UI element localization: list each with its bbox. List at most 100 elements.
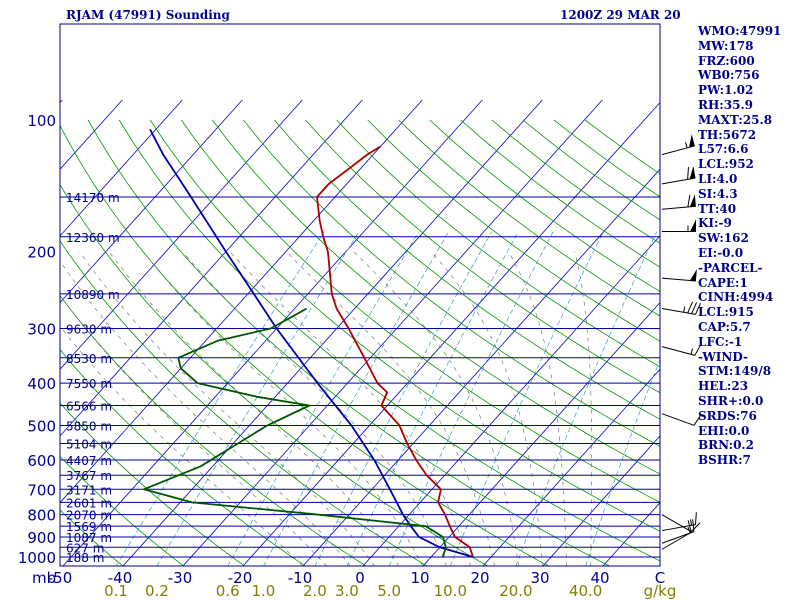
height-level-label: 1087 m (66, 531, 112, 545)
y-unit-label: mb (32, 569, 56, 587)
index-item: LCL:952 (698, 157, 754, 172)
isotherm-line (60, 99, 363, 437)
mixing-ratio-line (263, 231, 450, 566)
index-item: CAP:5.7 (698, 319, 751, 334)
mixing-ratio-label: 2.0 (303, 582, 327, 600)
height-level-label: 8530 m (66, 352, 112, 366)
sounding-title: RJAM (47991) Sounding (66, 8, 230, 22)
index-item: TH:5672 (698, 127, 757, 142)
height-level-label: 3171 m (66, 483, 112, 497)
pressure-tick-label: 700 (27, 481, 56, 499)
wind-barb (661, 301, 701, 315)
height-level-label: 4407 m (66, 454, 112, 468)
dry-adiabat-line (398, 119, 660, 317)
height-level-label: 2601 m (66, 496, 112, 510)
temperature-axis-label: 40 (590, 569, 609, 587)
height-level-label: 627 m (66, 541, 104, 555)
index-item: SW:162 (698, 231, 749, 246)
dry-adiabat-line (87, 119, 611, 566)
index-item: EI:-0.0 (698, 245, 744, 260)
index-item: -PARCEL- (698, 260, 763, 275)
wind-barb-flag (694, 344, 702, 356)
index-item: SI:4.3 (698, 186, 738, 201)
isotherm-line (182, 99, 603, 566)
sounding-profiles (142, 128, 474, 558)
wind-barb (661, 166, 696, 185)
wind-barb-staff (661, 145, 695, 156)
moist-adiabat-line (285, 251, 495, 566)
index-item: KI:-9 (698, 216, 732, 231)
wind-barb (661, 413, 702, 426)
pressure-tick-label: 300 (27, 321, 56, 339)
index-item: LI:4.0 (698, 171, 738, 186)
isotherm-line (62, 99, 483, 566)
temperature-axis-label: 30 (530, 569, 549, 587)
index-item: SRDS:76 (698, 408, 757, 423)
wind-barb (661, 269, 697, 282)
wind-barb-flag (692, 519, 695, 532)
index-item: EHI:0.0 (698, 423, 750, 438)
pressure-tick-label: 200 (27, 244, 56, 262)
height-level-label: 5104 m (66, 438, 112, 452)
index-item: TT:40 (698, 201, 737, 216)
index-item: BSHR:7 (698, 453, 751, 468)
index-item: -WIND- (698, 349, 748, 364)
mixing-ratio-line (314, 231, 493, 566)
wind-barb (661, 134, 695, 156)
wind-barb (661, 514, 701, 533)
isotherm-line (60, 99, 303, 370)
wind-barb (661, 194, 696, 210)
dewpoint-profile-line (142, 307, 447, 558)
isotherm-line (60, 99, 423, 504)
isotherm-line (422, 301, 660, 566)
moist-adiabat-line (353, 251, 519, 566)
pressure-tick-label: 800 (27, 507, 56, 525)
moist-adiabat-line (79, 251, 375, 566)
index-item: FRZ:600 (698, 53, 755, 68)
mixing-ratio-label: 40.0 (569, 582, 602, 600)
height-level-label: 12360 m (66, 231, 120, 245)
index-item: RH:35.9 (698, 97, 753, 112)
isotherm-line (60, 99, 183, 237)
dry-adiabat-line (180, 119, 660, 503)
pressure-tick-label: 500 (27, 417, 56, 435)
dry-adiabat-line (212, 119, 660, 475)
wind-barb-flag (694, 512, 697, 525)
temperature-axis-label: 0 (355, 569, 365, 587)
index-item: MW:178 (698, 38, 754, 53)
isobar-lines (60, 196, 660, 558)
wind-barb-staff (661, 531, 692, 550)
temperature-axis-label: C (655, 569, 665, 587)
height-level-label: 7550 m (66, 377, 112, 391)
temperature-axis-label: -20 (228, 569, 253, 587)
index-item: CINH:4994 (698, 290, 774, 305)
wind-barb-flag (691, 522, 701, 532)
height-level-label: 6566 m (66, 399, 112, 413)
dry-adiabat-line (149, 119, 660, 532)
moist-adiabat-line (430, 251, 544, 566)
pressure-tick-label: 400 (27, 375, 56, 393)
dry-adiabat-line (243, 119, 660, 447)
isotherm-line (122, 99, 543, 566)
index-item: HEL:23 (698, 379, 749, 394)
pressure-tick-label: 600 (27, 452, 56, 470)
isotherm-line (302, 168, 660, 566)
dry-adiabat-line (60, 295, 367, 566)
wind-barb-pennant (689, 194, 696, 207)
mixing-ratio-line (115, 231, 325, 566)
wind-barb-flag (695, 302, 701, 315)
height-level-label: 2070 m (66, 509, 112, 523)
mixing-ratio-label: 3.0 (335, 582, 359, 600)
mixing-ratio-line (346, 231, 519, 566)
wind-barb-flag (687, 166, 689, 180)
isotherm-line (242, 101, 660, 566)
wind-barb-half-flag (690, 348, 694, 355)
moist-adiabat-line (508, 251, 568, 566)
index-item: SHR+:0.0 (698, 393, 764, 408)
index-item: WB0:756 (698, 68, 760, 83)
isotherm-line (542, 435, 660, 566)
isotherm-line (362, 235, 660, 566)
mixing-ratio-label: 10.0 (434, 582, 467, 600)
